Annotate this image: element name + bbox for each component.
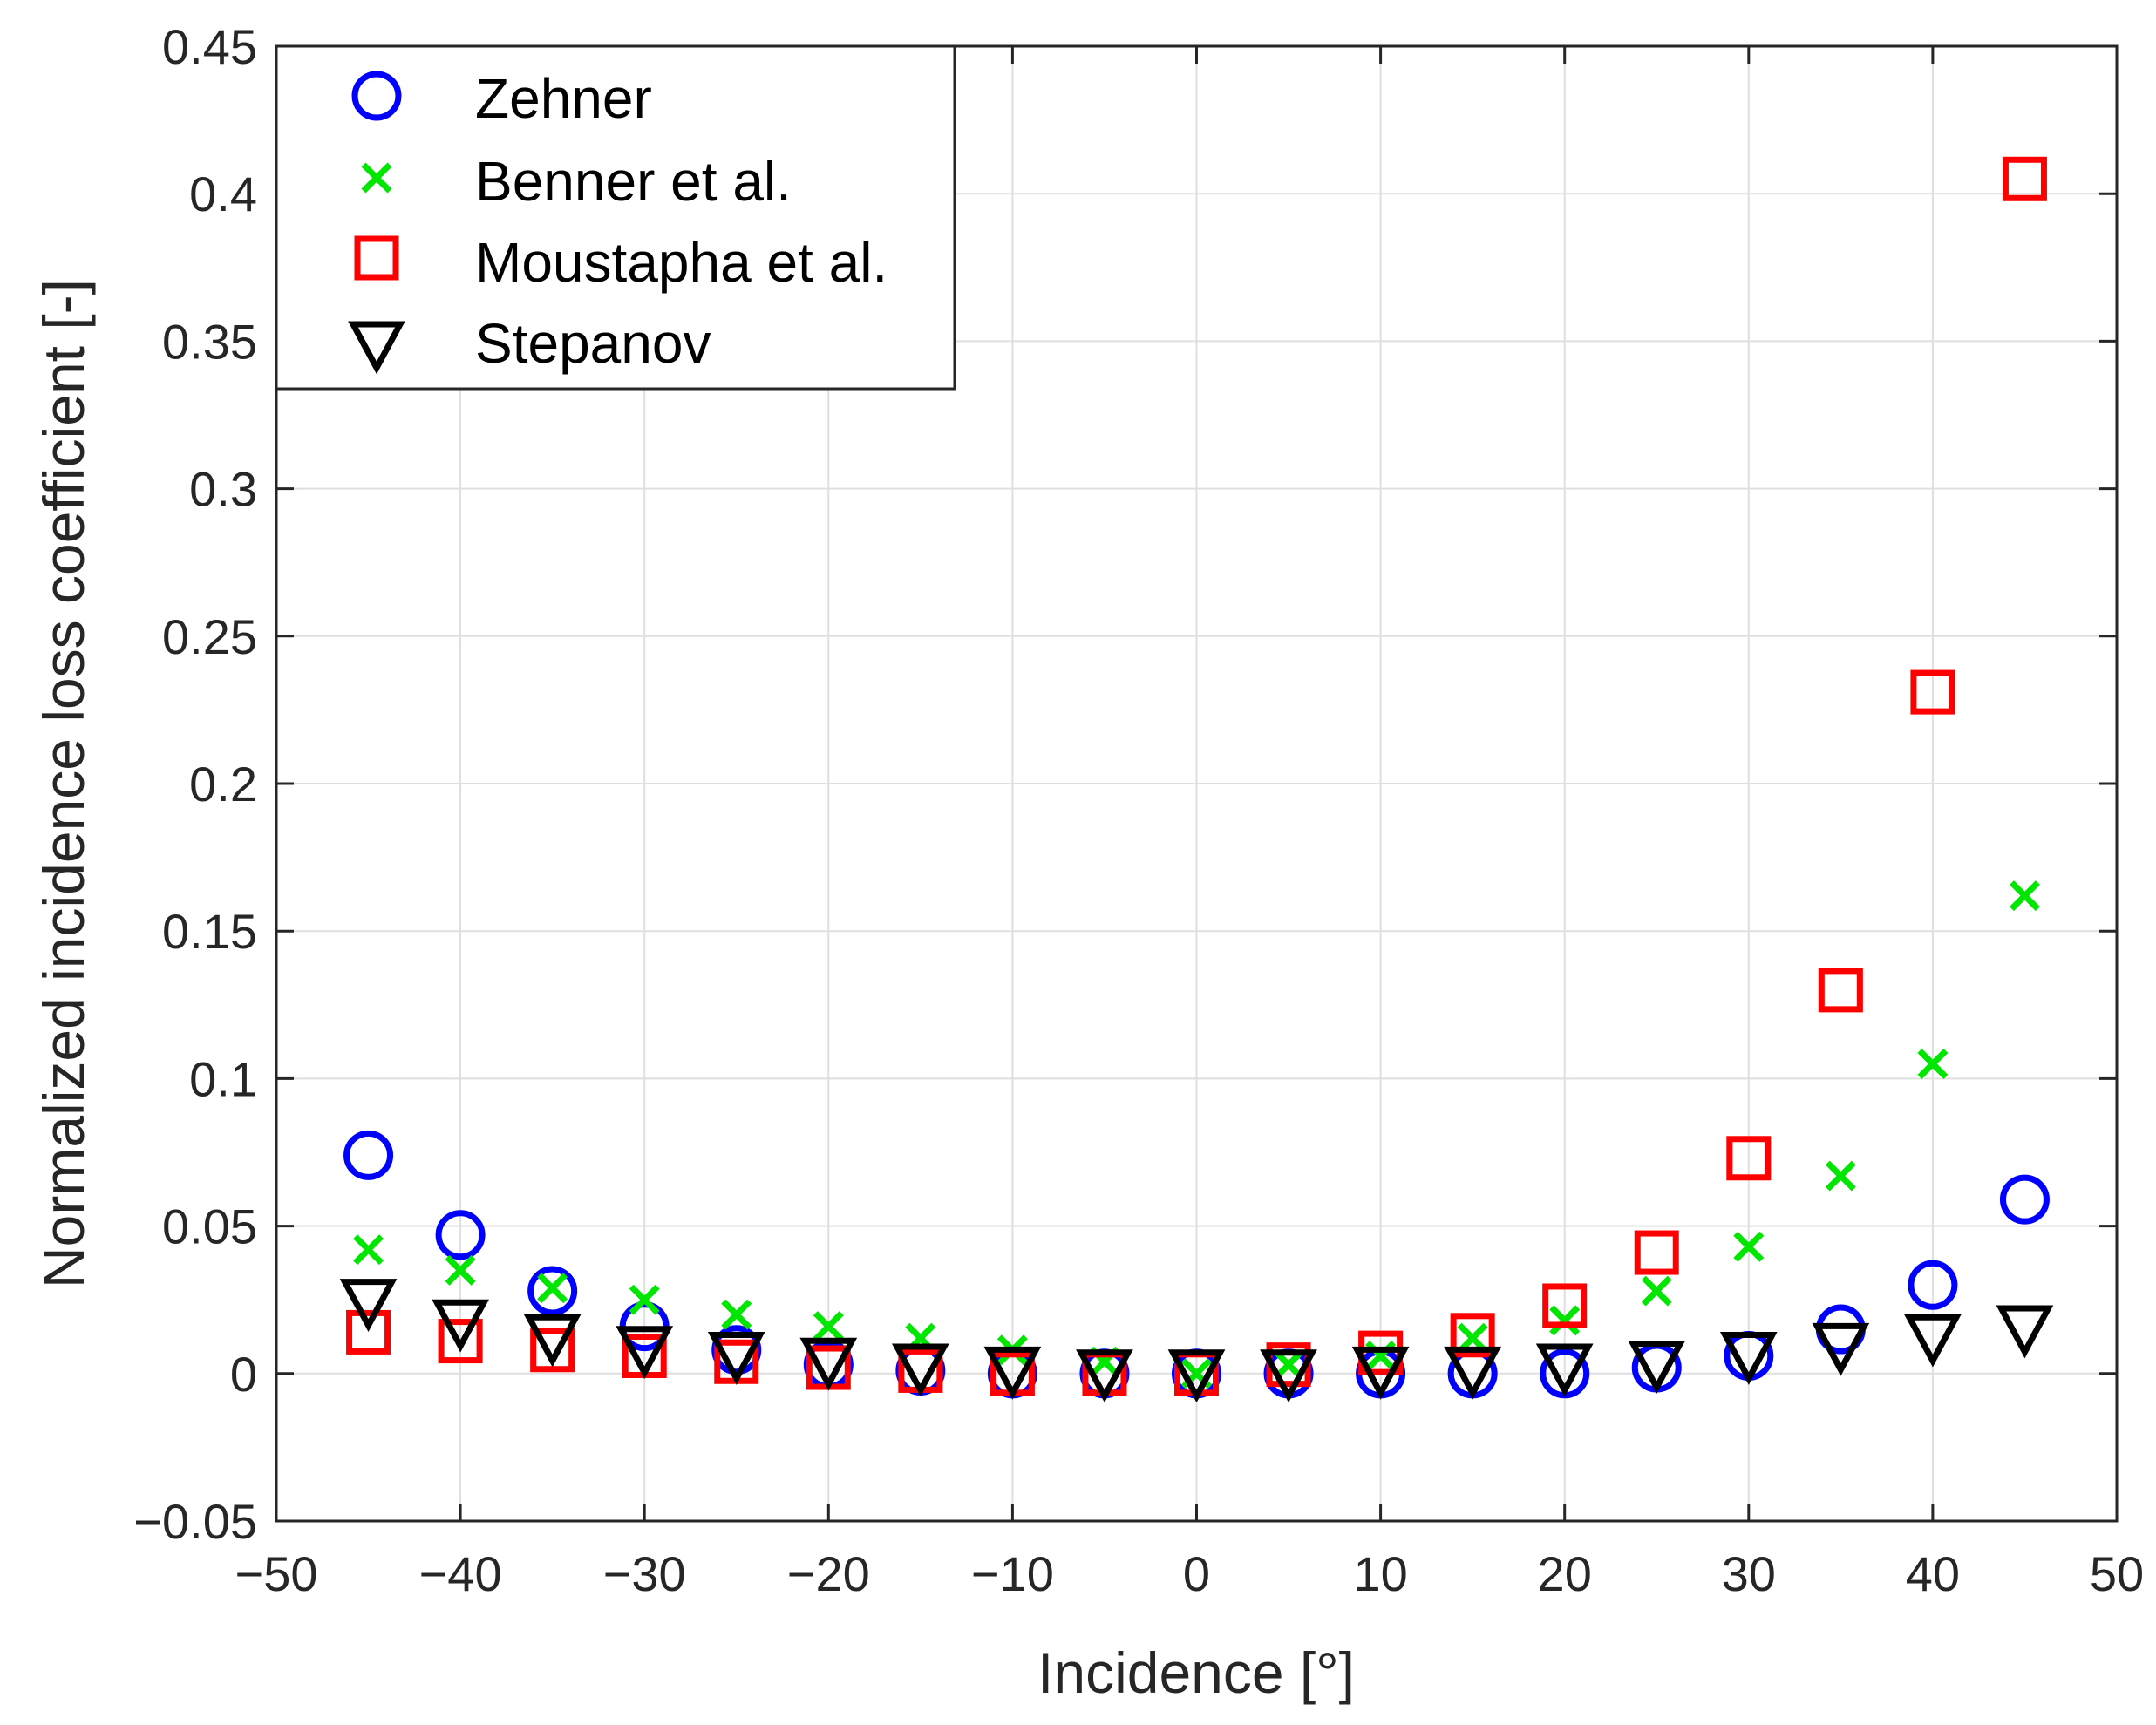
x-axis-title: Incidence [°] — [1037, 1640, 1355, 1705]
data-point — [435, 1210, 486, 1260]
legend-marker — [351, 71, 402, 121]
data-point — [530, 1328, 575, 1373]
y-tick-label: 0.35 — [162, 314, 257, 369]
y-tick-label: 0.45 — [162, 19, 257, 74]
data-point — [1999, 1174, 2050, 1225]
x-tick-label: −20 — [787, 1546, 870, 1601]
data-point — [1549, 1305, 1581, 1336]
data-point — [527, 1266, 578, 1316]
data-point — [891, 1343, 949, 1397]
legend-label-moustapha: Moustapha et al. — [475, 231, 888, 294]
x-tick-label: 20 — [1538, 1546, 1592, 1601]
data-point — [1273, 1349, 1304, 1381]
data-point — [1542, 1283, 1588, 1328]
data-point — [1910, 669, 1955, 715]
y-tick-label: 0.15 — [162, 904, 257, 959]
data-point — [339, 1279, 398, 1332]
data-point — [1351, 1346, 1410, 1400]
x-tick-label: 0 — [1183, 1546, 1210, 1601]
data-point — [432, 1299, 489, 1353]
series-stepanov — [339, 1279, 2054, 1403]
data-point — [1535, 1343, 1594, 1397]
x-tick-label: 50 — [2090, 1546, 2144, 1601]
legend-label-benner: Benner et al. — [475, 150, 792, 213]
data-point — [343, 1130, 394, 1180]
y-tick-label: 0.25 — [162, 609, 257, 664]
legend-marker — [348, 321, 405, 375]
legend-label-zehner: Zehner — [475, 67, 652, 130]
data-point — [353, 1234, 384, 1266]
data-point — [616, 1326, 674, 1380]
y-tick-label: 0.1 — [189, 1051, 257, 1106]
data-point — [2002, 156, 2047, 201]
data-point — [445, 1254, 476, 1286]
data-point — [1904, 1314, 1962, 1368]
data-point — [721, 1299, 752, 1330]
data-point — [983, 1346, 1042, 1400]
x-axis-tick-labels: −50 −40 −30 −20 −10 0 10 20 30 40 50 — [235, 1546, 2145, 1601]
data-point — [1719, 1332, 1778, 1385]
y-tick-label: 0.3 — [189, 462, 257, 517]
data-point — [1818, 968, 1863, 1013]
data-point — [799, 1337, 858, 1391]
data-point — [1634, 1230, 1679, 1275]
data-point — [1825, 1160, 1856, 1192]
data-point — [1733, 1231, 1765, 1262]
y-tick-label: 0 — [230, 1347, 257, 1402]
data-point — [1628, 1341, 1686, 1395]
legend-box — [275, 44, 956, 391]
y-tick-label: 0.05 — [162, 1199, 257, 1254]
data-point — [438, 1319, 483, 1364]
data-point — [1076, 1349, 1133, 1403]
data-point — [1450, 1313, 1495, 1358]
legend-marker — [354, 235, 399, 281]
y-axis-title: Normalized incidence loss coefficient [-… — [31, 279, 96, 1288]
y-tick-label: −0.05 — [133, 1494, 257, 1549]
y-tick-label: 0.2 — [189, 757, 257, 812]
y-axis-tick-labels: −0.05 0 0.05 0.1 0.15 0.2 0.25 0.3 0.35 0.4 0.45 — [133, 19, 257, 1549]
data-point — [537, 1273, 568, 1304]
y-tick-label: 0.4 — [189, 166, 257, 221]
data-point — [1996, 1305, 2054, 1359]
data-point — [1917, 1049, 1949, 1079]
data-point — [1260, 1349, 1317, 1403]
data-point — [1641, 1275, 1672, 1307]
data-point — [1167, 1349, 1226, 1403]
legend-markers — [348, 71, 405, 375]
data-point — [523, 1314, 582, 1368]
data-point — [707, 1332, 765, 1385]
data-point — [346, 1309, 391, 1355]
x-tick-label: −30 — [603, 1546, 686, 1601]
x-tick-label: −10 — [971, 1546, 1054, 1601]
legend-label-stepanov: Stepanov — [475, 312, 711, 375]
data-point — [1726, 1136, 1772, 1181]
x-tick-label: 30 — [1722, 1546, 1776, 1601]
legend-marker — [361, 162, 392, 194]
data-point — [2009, 880, 2040, 912]
x-tick-label: 10 — [1353, 1546, 1407, 1601]
x-tick-label: −50 — [235, 1546, 318, 1601]
data-marks — [339, 156, 2054, 1403]
data-point — [1908, 1260, 1958, 1310]
legend: Zehner Benner et al. Moustapha et al. St… — [275, 44, 956, 391]
data-point — [1812, 1322, 1870, 1376]
data-point — [1444, 1346, 1502, 1400]
data-point — [813, 1311, 844, 1342]
x-tick-label: 40 — [1906, 1546, 1960, 1601]
x-tick-label: −40 — [419, 1546, 502, 1601]
data-point — [629, 1284, 660, 1315]
